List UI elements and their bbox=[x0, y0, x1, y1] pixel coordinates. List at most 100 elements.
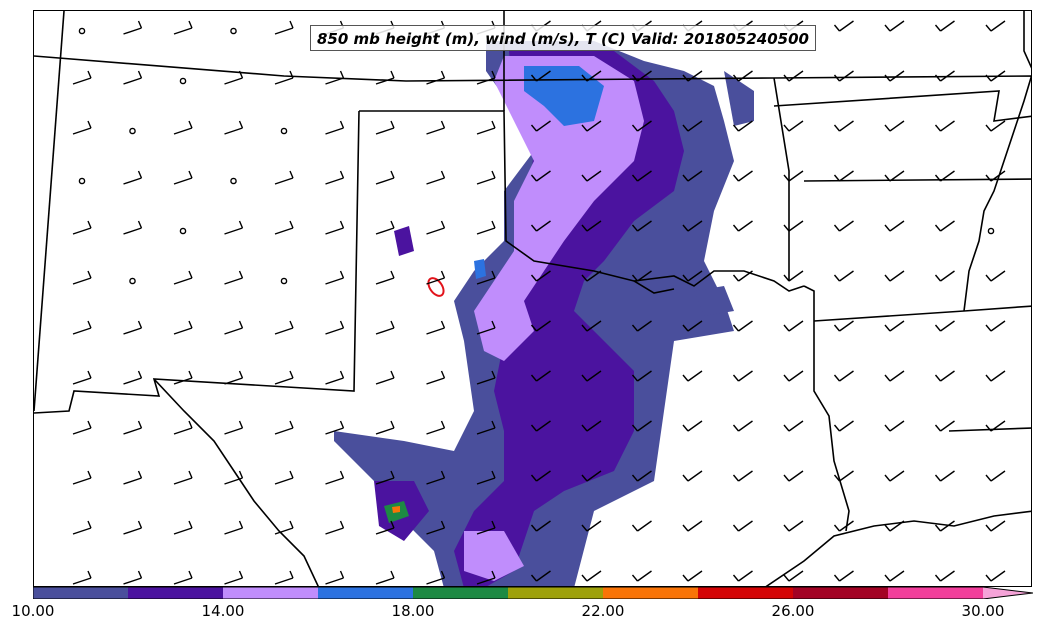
wind-barb bbox=[224, 470, 244, 485]
wind-barb bbox=[985, 520, 1006, 532]
field-cell-north-2 bbox=[474, 259, 486, 279]
wind-barb bbox=[530, 520, 551, 532]
wind-barb bbox=[985, 120, 1006, 132]
wind-barb bbox=[72, 320, 92, 335]
wind-barb bbox=[631, 470, 652, 482]
calm-wind-marker bbox=[129, 277, 136, 285]
wind-barb bbox=[530, 470, 551, 482]
calm-wind-marker bbox=[230, 177, 237, 185]
wind-barb bbox=[123, 70, 143, 85]
wind-barb bbox=[123, 20, 143, 35]
wind-barb bbox=[732, 70, 753, 82]
wind-barb bbox=[72, 570, 92, 585]
wind-barb bbox=[985, 320, 1006, 332]
wind-barb bbox=[530, 320, 551, 332]
wind-barb bbox=[581, 470, 602, 482]
wind-barb bbox=[581, 170, 602, 182]
wind-barb bbox=[224, 320, 244, 335]
wind-barb bbox=[173, 470, 193, 485]
wind-barb bbox=[631, 120, 652, 132]
wind-barb bbox=[123, 220, 143, 235]
wind-barb bbox=[682, 70, 703, 82]
wind-barb bbox=[325, 120, 345, 135]
wind-barb bbox=[173, 420, 193, 435]
wind-barb bbox=[833, 170, 854, 182]
wind-barb bbox=[985, 420, 1006, 432]
wind-barb bbox=[476, 320, 496, 335]
wind-barb bbox=[530, 420, 551, 432]
wind-barb bbox=[123, 420, 143, 435]
wind-barb bbox=[123, 520, 143, 535]
calm-wind-marker bbox=[280, 277, 288, 285]
wind-barb bbox=[224, 220, 244, 235]
colorbar-segment bbox=[888, 587, 984, 599]
wind-barb bbox=[274, 320, 294, 335]
wind-barb bbox=[426, 370, 446, 385]
wind-barb bbox=[476, 570, 496, 585]
wind-barb bbox=[934, 320, 955, 332]
wind-barb bbox=[476, 220, 496, 235]
wind-barb bbox=[631, 170, 652, 182]
wind-barb bbox=[173, 570, 193, 585]
field-band-10-12-blob bbox=[694, 286, 734, 316]
wind-barb bbox=[530, 370, 551, 382]
wind-barb bbox=[732, 520, 753, 532]
wind-barb bbox=[884, 420, 905, 432]
wind-barb bbox=[173, 320, 193, 335]
wind-barb bbox=[325, 470, 345, 485]
wind-barb bbox=[426, 470, 446, 485]
wind-barb bbox=[530, 170, 551, 182]
wind-barb bbox=[173, 520, 193, 535]
border-ks-ne bbox=[34, 55, 1031, 82]
colorbar-segment bbox=[793, 587, 889, 599]
wind-barb bbox=[72, 420, 92, 435]
wind-barb bbox=[682, 320, 703, 332]
wind-barb bbox=[934, 420, 955, 432]
wind-barb bbox=[581, 370, 602, 382]
wind-barb bbox=[72, 520, 92, 535]
wind-barb bbox=[476, 120, 496, 135]
wind-barb bbox=[325, 270, 345, 285]
wind-barb bbox=[631, 570, 652, 582]
wind-barb bbox=[985, 370, 1006, 382]
wind-barb bbox=[732, 420, 753, 432]
colorbar-segment bbox=[318, 587, 414, 599]
wind-barb bbox=[274, 570, 294, 585]
wind-barb bbox=[631, 270, 652, 282]
wind-barb bbox=[224, 420, 244, 435]
wind-barb bbox=[123, 170, 143, 185]
wind-barb bbox=[581, 120, 602, 132]
wind-barb bbox=[72, 120, 92, 135]
wind-barb bbox=[934, 170, 955, 182]
wind-barb bbox=[274, 220, 294, 235]
colorbar-segments bbox=[33, 587, 1033, 599]
wind-barb bbox=[732, 470, 753, 482]
wind-barb bbox=[426, 320, 446, 335]
wind-barb bbox=[783, 120, 804, 132]
wind-barb bbox=[631, 220, 652, 232]
colorbar-segment bbox=[508, 587, 604, 599]
state-borders bbox=[34, 11, 1031, 586]
border-ms-tn bbox=[803, 178, 1031, 182]
wind-barb bbox=[732, 220, 753, 232]
wind-barb bbox=[123, 570, 143, 585]
map-title: 850 mb height (m), wind (m/s), T (C) Val… bbox=[310, 25, 816, 51]
wind-barb bbox=[682, 470, 703, 482]
wind-barb bbox=[783, 470, 804, 482]
wind-barb bbox=[833, 20, 854, 32]
wind-barb bbox=[173, 170, 193, 185]
wind-barb bbox=[783, 70, 804, 82]
wind-barb bbox=[426, 70, 446, 85]
colorbar-outline bbox=[33, 587, 1033, 599]
wind-barb bbox=[732, 270, 753, 282]
wind-barb bbox=[833, 220, 854, 232]
wind-barb bbox=[884, 120, 905, 132]
wind-barb bbox=[985, 270, 1006, 282]
colorbar-segment bbox=[603, 587, 699, 599]
wind-barb bbox=[783, 170, 804, 182]
wind-barb bbox=[985, 570, 1006, 582]
wind-barb bbox=[833, 470, 854, 482]
wind-barb bbox=[833, 520, 854, 532]
wind-barb bbox=[426, 270, 446, 285]
calm-wind-marker bbox=[129, 127, 136, 135]
